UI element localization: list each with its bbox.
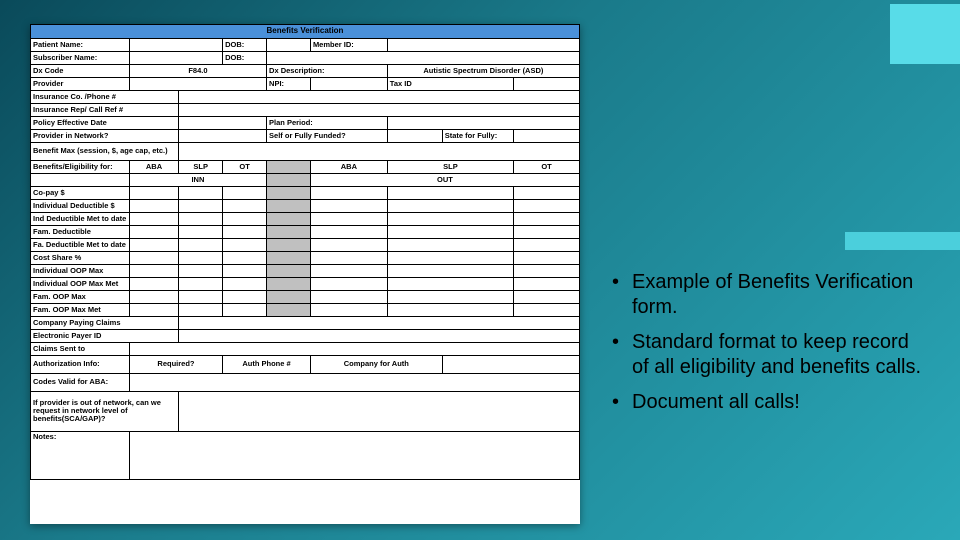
- table-row: Co-pay $: [31, 186, 580, 199]
- benefits-elig-label: Benefits/Eligibility for:: [31, 160, 130, 173]
- table-row: Provider in Network? Self or Fully Funde…: [31, 129, 580, 142]
- table-row: Insurance Co. /Phone #: [31, 90, 580, 103]
- auth-info-label: Authorization Info:: [31, 355, 130, 373]
- benefit-max-label: Benefit Max (session, $, age cap, etc.): [31, 142, 179, 160]
- benefits-verification-form: Benefits Verification Patient Name: DOB:…: [30, 24, 580, 524]
- table-row: Subscriber Name: DOB:: [31, 51, 580, 64]
- npi-label: NPI:: [267, 77, 311, 90]
- aba-col-1: ABA: [129, 160, 178, 173]
- company-for-auth-label: Company for Auth: [310, 355, 442, 373]
- list-item: Document all calls!: [610, 390, 930, 415]
- self-or-fully-label: Self or Fully Funded?: [267, 129, 388, 142]
- table-row: Fa. Deductible Met to date: [31, 238, 580, 251]
- fam-ded-met-label: Fa. Deductible Met to date: [31, 238, 130, 251]
- insurance-co-label: Insurance Co. /Phone #: [31, 90, 179, 103]
- fam-deductible-label: Fam. Deductible: [31, 225, 130, 238]
- table-row: Individual Deductible $: [31, 199, 580, 212]
- table-row: Company Paying Claims: [31, 316, 580, 329]
- company-paying-label: Company Paying Claims: [31, 316, 179, 329]
- decorative-bar-mid: [845, 232, 960, 250]
- table-row: Fam. Deductible: [31, 225, 580, 238]
- ot-col-2: OT: [514, 160, 580, 173]
- dx-description-label: Dx Description:: [267, 64, 388, 77]
- dx-code-value: F84.0: [129, 64, 266, 77]
- table-row: Fam. OOP Max: [31, 290, 580, 303]
- table-row: Individual OOP Max: [31, 264, 580, 277]
- list-item: Example of Benefits Verification form.: [610, 270, 930, 320]
- provider-label: Provider: [31, 77, 130, 90]
- table-row: Fam. OOP Max Met: [31, 303, 580, 316]
- slp-col-1: SLP: [179, 160, 223, 173]
- fam-oop-max-label: Fam. OOP Max: [31, 290, 130, 303]
- required-label: Required?: [129, 355, 222, 373]
- table-row: Policy Effective Date Plan Period:: [31, 116, 580, 129]
- tax-id-label: Tax ID: [387, 77, 513, 90]
- table-row: Authorization Info: Required? Auth Phone…: [31, 355, 580, 373]
- table-row: Insurance Rep/ Call Ref #: [31, 103, 580, 116]
- table-row: Benefit Max (session, $, age cap, etc.): [31, 142, 580, 160]
- ind-ded-met-label: Ind Deductible Met to date: [31, 212, 130, 225]
- table-row: Patient Name: DOB: Member ID:: [31, 38, 580, 51]
- dob-label: DOB:: [223, 38, 267, 51]
- state-for-fully-label: State for Fully:: [442, 129, 513, 142]
- cost-share-label: Cost Share %: [31, 251, 130, 264]
- slide: Benefits Verification Patient Name: DOB:…: [0, 0, 960, 540]
- insurance-rep-label: Insurance Rep/ Call Ref #: [31, 103, 179, 116]
- bullet-list: Example of Benefits Verification form. S…: [610, 270, 930, 425]
- table-row: Benefits/Eligibility for: ABA SLP OT ABA…: [31, 160, 580, 173]
- table-row: Claims Sent to: [31, 342, 580, 355]
- table-row: INN OUT: [31, 173, 580, 186]
- auth-phone-label: Auth Phone #: [223, 355, 311, 373]
- fam-oop-met-label: Fam. OOP Max Met: [31, 303, 130, 316]
- provider-in-network-label: Provider in Network?: [31, 129, 179, 142]
- table-row: Codes Valid for ABA:: [31, 373, 580, 391]
- aba-col-2: ABA: [310, 160, 387, 173]
- table-row: Cost Share %: [31, 251, 580, 264]
- inn-label: INN: [129, 173, 266, 186]
- plan-period-label: Plan Period:: [267, 116, 388, 129]
- out-label: OUT: [310, 173, 579, 186]
- form-table: Benefits Verification Patient Name: DOB:…: [30, 24, 580, 480]
- dx-code-label: Dx Code: [31, 64, 130, 77]
- notes-label: Notes:: [31, 431, 130, 479]
- table-row: Notes:: [31, 431, 580, 479]
- table-row: Provider NPI: Tax ID: [31, 77, 580, 90]
- copay-label: Co-pay $: [31, 186, 130, 199]
- electronic-payer-label: Electronic Payer ID: [31, 329, 179, 342]
- patient-name-label: Patient Name:: [31, 38, 130, 51]
- decorative-bar-top: [890, 4, 960, 64]
- dx-description-value: Autistic Spectrum Disorder (ASD): [387, 64, 579, 77]
- table-row: Ind Deductible Met to date: [31, 212, 580, 225]
- table-row: Benefits Verification: [31, 25, 580, 39]
- ind-oop-met-label: Individual OOP Max Met: [31, 277, 130, 290]
- if-provider-oon-label: If provider is out of network, can we re…: [31, 391, 179, 431]
- claims-sent-label: Claims Sent to: [31, 342, 130, 355]
- table-row: Individual OOP Max Met: [31, 277, 580, 290]
- ind-oop-max-label: Individual OOP Max: [31, 264, 130, 277]
- form-title: Benefits Verification: [31, 25, 580, 39]
- table-row: If provider is out of network, can we re…: [31, 391, 580, 431]
- ind-deductible-label: Individual Deductible $: [31, 199, 130, 212]
- ot-col-1: OT: [223, 160, 267, 173]
- table-row: Electronic Payer ID: [31, 329, 580, 342]
- policy-eff-label: Policy Effective Date: [31, 116, 179, 129]
- list-item: Standard format to keep record of all el…: [610, 330, 930, 380]
- member-id-label: Member ID:: [310, 38, 387, 51]
- codes-valid-label: Codes Valid for ABA:: [31, 373, 130, 391]
- slp-col-2: SLP: [387, 160, 513, 173]
- dob2-label: DOB:: [223, 51, 267, 64]
- subscriber-name-label: Subscriber Name:: [31, 51, 130, 64]
- table-row: Dx Code F84.0 Dx Description: Autistic S…: [31, 64, 580, 77]
